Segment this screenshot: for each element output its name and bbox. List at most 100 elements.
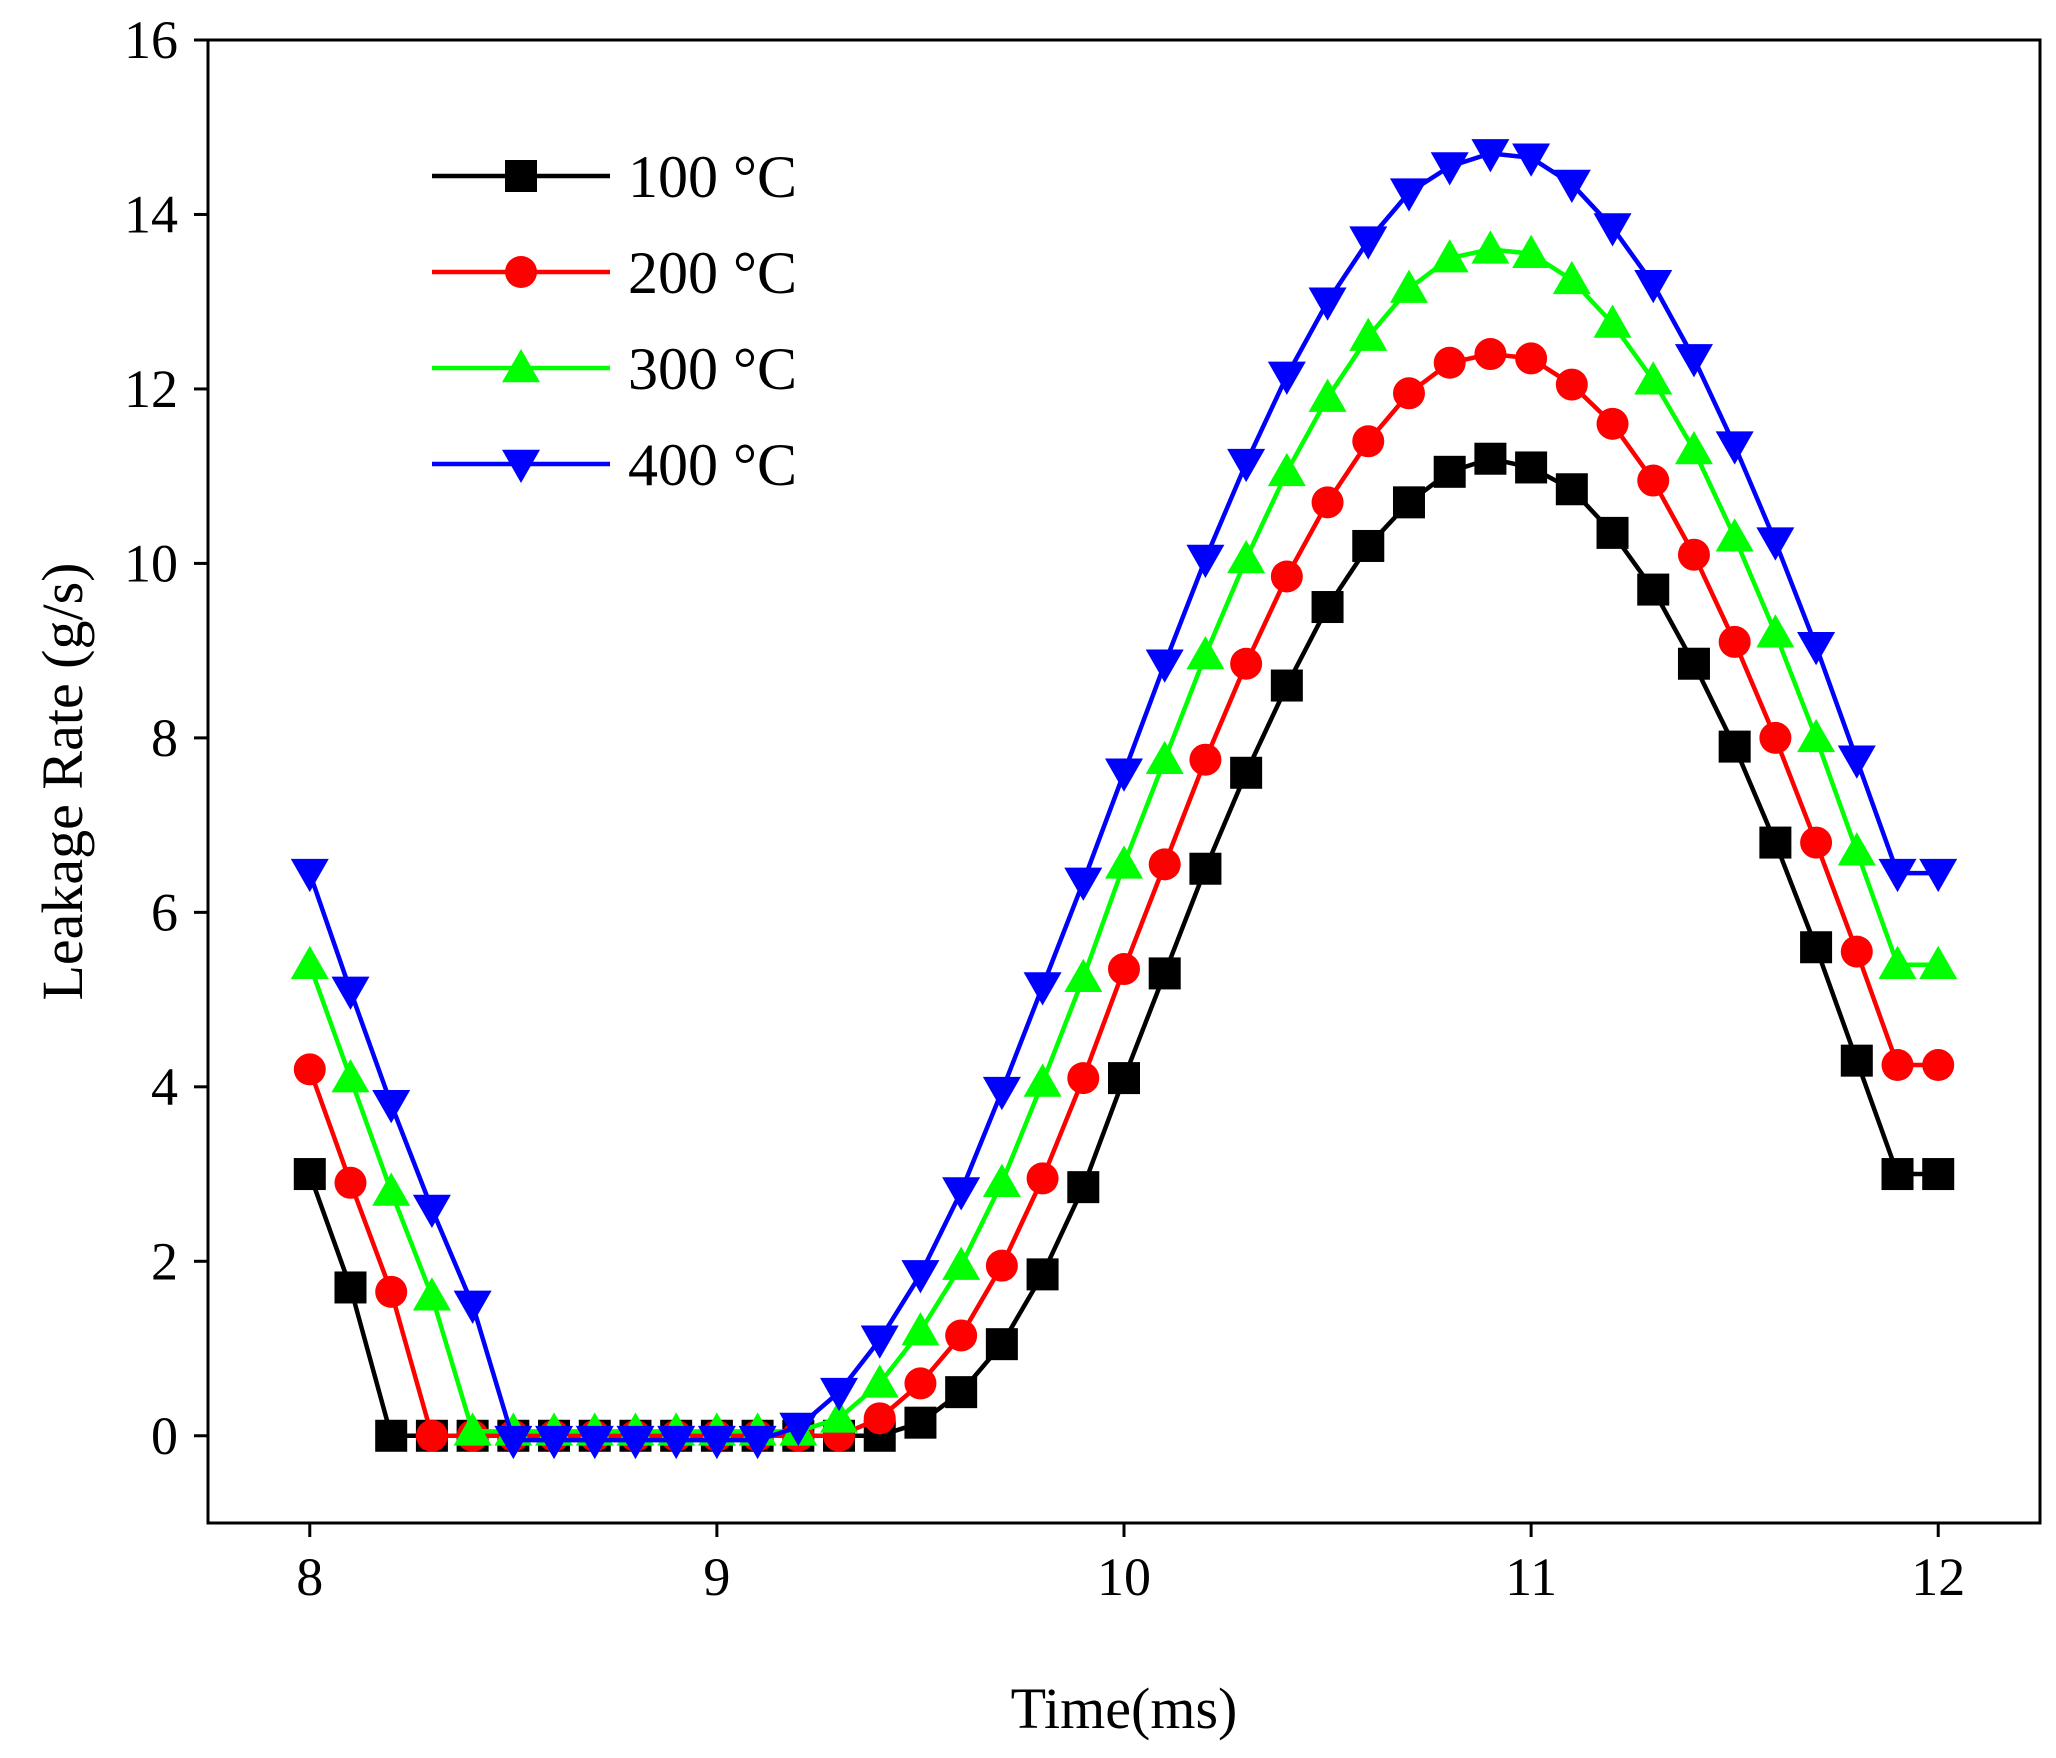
- legend-item-100-c: 100 °C: [432, 144, 797, 210]
- data-point: [1267, 361, 1306, 395]
- data-point: [985, 1249, 1018, 1282]
- data-point: [1189, 852, 1222, 885]
- data-point: [412, 1194, 451, 1228]
- data-point: [1471, 139, 1510, 173]
- data-point: [1840, 935, 1873, 968]
- data-point: [1800, 931, 1833, 964]
- data-point: [1797, 718, 1836, 753]
- series-300-c: [290, 230, 1958, 1446]
- data-point: [1555, 473, 1588, 506]
- data-point: [1064, 867, 1103, 901]
- data-point: [1515, 451, 1548, 484]
- data-point: [1637, 573, 1670, 606]
- data-point: [372, 1090, 411, 1124]
- data-point: [575, 1425, 614, 1460]
- data-point: [375, 1419, 408, 1452]
- data-point: [1349, 226, 1388, 260]
- data-point: [1230, 756, 1263, 789]
- data-point: [1797, 632, 1836, 666]
- data-point: [779, 1412, 818, 1447]
- data-point: [1389, 269, 1428, 303]
- data-point: [1674, 344, 1713, 378]
- data-point: [1067, 1171, 1100, 1204]
- data-point: [1308, 378, 1347, 412]
- data-point: [904, 1406, 937, 1439]
- y-tick-label: 12: [124, 359, 178, 419]
- data-point: [1145, 649, 1184, 683]
- series-line: [307, 247, 1939, 1434]
- data-point: [820, 1377, 859, 1412]
- data-point: [1105, 758, 1143, 792]
- data-point: [1392, 486, 1425, 519]
- data-point: [942, 1177, 981, 1211]
- data-point: [1840, 1044, 1873, 1077]
- data-point: [697, 1425, 736, 1460]
- data-point: [1230, 647, 1263, 680]
- data-point: [1023, 972, 1062, 1006]
- data-point: [820, 1399, 859, 1433]
- data-point: [1593, 304, 1632, 338]
- data-point: [1759, 826, 1792, 859]
- data-point: [453, 1290, 492, 1324]
- y-tick-label: 8: [151, 708, 178, 768]
- data-point: [863, 1402, 896, 1435]
- legend: 100 °C 200 °C 300 °C 400 °C: [432, 144, 797, 498]
- data-point: [331, 976, 370, 1010]
- x-axis: 8 9 10 11 12: [296, 1523, 1965, 1607]
- data-point: [1311, 486, 1344, 519]
- data-point: [982, 1076, 1021, 1111]
- data-point: [1637, 464, 1670, 497]
- series-line: [307, 351, 1939, 1439]
- series-400-c: [290, 139, 1958, 1460]
- legend-marker: [505, 160, 537, 192]
- data-point: [1311, 591, 1344, 624]
- data-point: [290, 945, 329, 979]
- data-point: [860, 1364, 899, 1398]
- data-point: [1919, 858, 1958, 893]
- data-point: [1677, 538, 1710, 571]
- series-200-c: [293, 338, 1955, 1452]
- legend-item-400-c: 400 °C: [432, 432, 797, 498]
- data-point: [1878, 858, 1917, 893]
- data-point: [1267, 452, 1306, 487]
- legend-label: 200 °C: [628, 240, 797, 306]
- data-point: [1067, 1062, 1100, 1095]
- data-point: [1433, 455, 1466, 488]
- data-point: [738, 1425, 777, 1460]
- data-point: [331, 1059, 370, 1093]
- y-tick-label: 2: [151, 1231, 178, 1291]
- data-point: [1512, 143, 1551, 177]
- data-point: [1389, 178, 1428, 212]
- data-point: [1596, 516, 1629, 549]
- data-point: [334, 1271, 367, 1304]
- data-point: [1878, 945, 1917, 979]
- data-point: [1718, 730, 1751, 763]
- data-point: [1634, 361, 1673, 395]
- x-tick-label: 12: [1911, 1547, 1965, 1607]
- legend-marker: [502, 449, 540, 483]
- data-point: [1026, 1162, 1059, 1195]
- data-point: [1837, 745, 1876, 779]
- x-tick-label: 11: [1505, 1547, 1557, 1607]
- data-point: [1148, 957, 1181, 990]
- data-point: [372, 1172, 411, 1206]
- data-point: [1108, 1062, 1140, 1095]
- legend-marker: [502, 349, 540, 383]
- data-point: [1919, 945, 1958, 979]
- data-point: [453, 1412, 492, 1446]
- data-point: [1148, 848, 1181, 881]
- data-point: [1555, 368, 1588, 401]
- data-point: [904, 1367, 937, 1400]
- x-tick-label: 9: [703, 1547, 730, 1607]
- data-point: [985, 1328, 1018, 1361]
- data-point: [1430, 152, 1469, 186]
- legend-label: 400 °C: [628, 432, 797, 498]
- data-point: [293, 1053, 326, 1086]
- data-point: [945, 1376, 978, 1409]
- y-tick-label: 6: [151, 882, 178, 942]
- data-point: [1512, 234, 1551, 268]
- series-layer: [290, 139, 1958, 1460]
- data-point: [1352, 425, 1385, 458]
